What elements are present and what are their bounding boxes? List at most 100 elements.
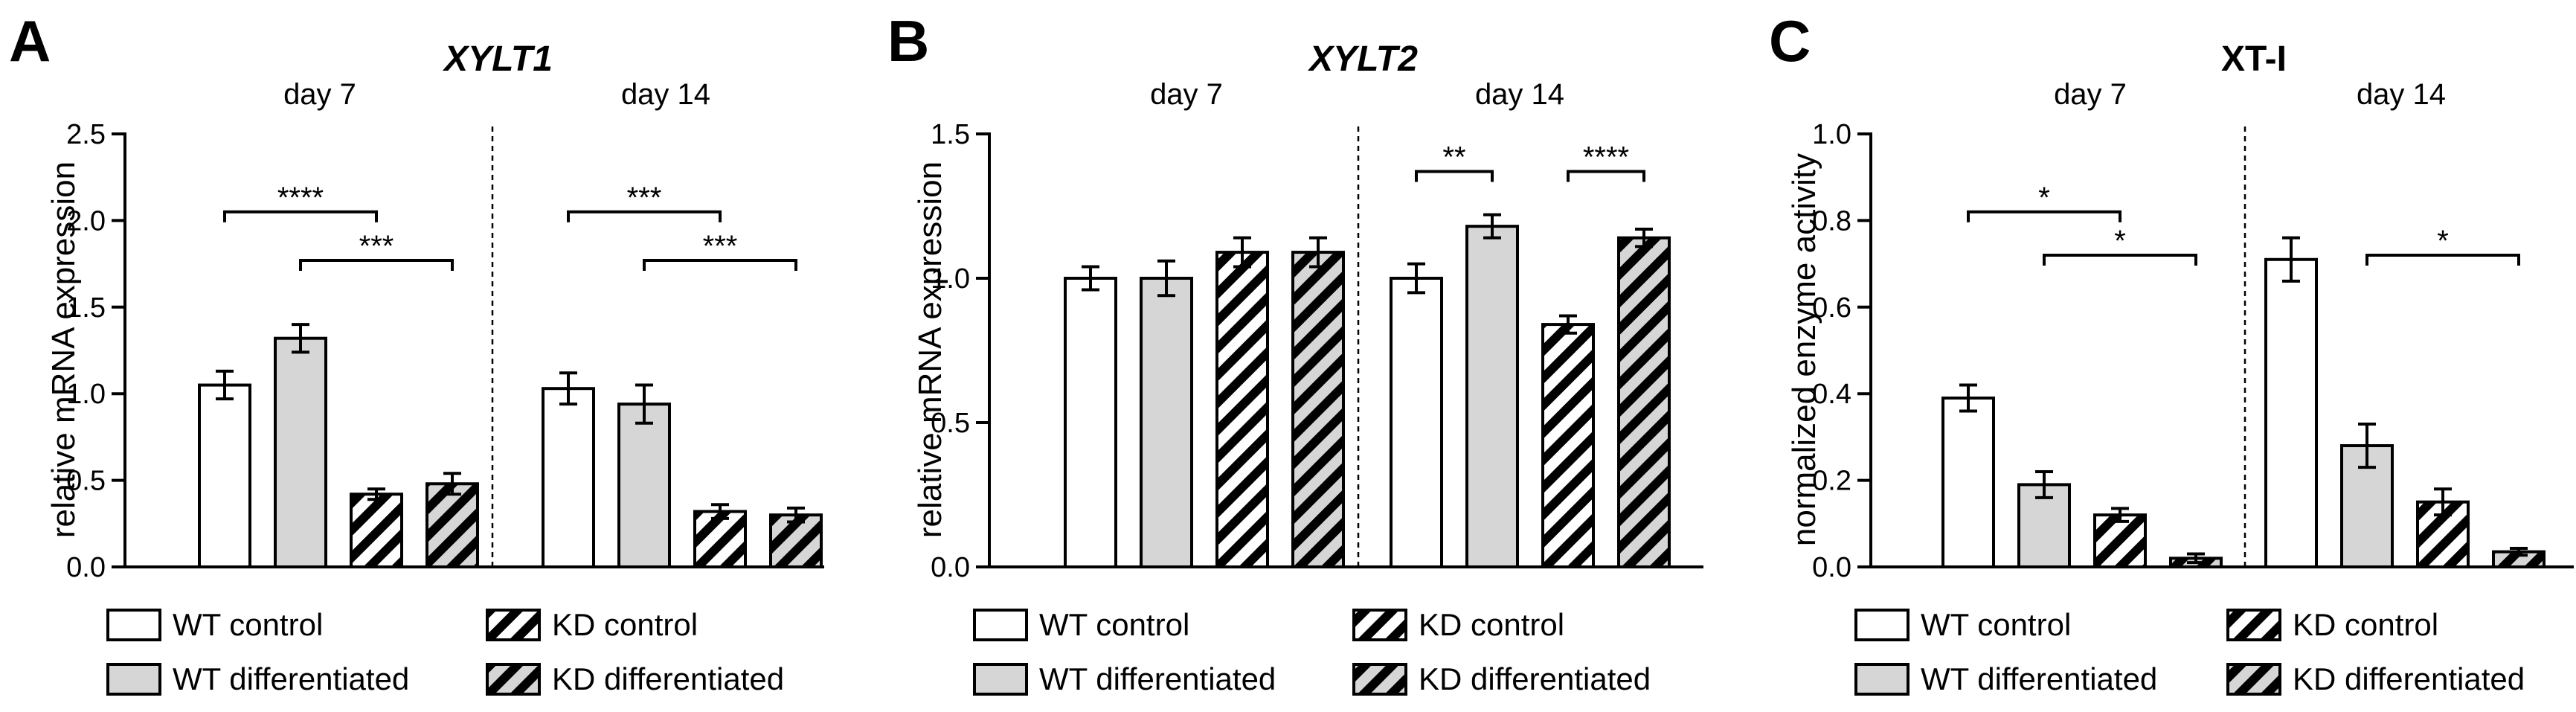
chart-title: XYLT1: [442, 39, 553, 79]
significance-label: ****: [1583, 141, 1629, 173]
significance-bracket: [2043, 253, 2197, 266]
legend-swatch-wt-control: [973, 609, 1028, 641]
group-label: day 14: [2357, 78, 2446, 111]
legend-swatch-kd-control: [2226, 609, 2281, 641]
bar-kd-differentiated: [769, 513, 823, 568]
legend-label: WT differentiated: [173, 661, 409, 696]
legend-label: KD differentiated: [552, 661, 784, 696]
legend-swatch-kd-differentiated: [2226, 663, 2281, 696]
y-tick-label: 0.2: [1812, 466, 1851, 497]
bar-wt-control: [1064, 277, 1117, 568]
legend-swatch-kd-differentiated: [1352, 663, 1407, 696]
y-tick-label: 2.5: [66, 119, 106, 150]
bar-wt-control: [1390, 277, 1443, 568]
bar-wt-control: [198, 383, 251, 568]
y-axis-label: relative mRNA expression: [45, 161, 82, 538]
group-label: day 14: [621, 78, 710, 111]
legend-label: WT differentiated: [1039, 661, 1276, 696]
legend-label: WT control: [1039, 607, 1189, 642]
legend-swatch-kd-differentiated: [486, 663, 541, 696]
legend-label: WT differentiated: [1921, 661, 2157, 696]
legend-c: WT control KD control WT differentiated …: [1854, 607, 2525, 696]
y-tick-label: 1.5: [931, 119, 970, 150]
bar-kd-control: [693, 510, 747, 569]
legend-label: KD differentiated: [2293, 661, 2525, 696]
y-tick-label: 0.0: [1812, 552, 1851, 583]
bar-kd-differentiated: [1291, 251, 1345, 568]
legend-label: WT control: [1921, 607, 2071, 642]
significance-bracket: [567, 210, 722, 222]
panel-a: A XYLT1 day 7 day 14 relative mRNA expre…: [9, 8, 824, 583]
chart-title: XYLT2: [1307, 39, 1418, 79]
y-tick-label: 2.0: [66, 205, 106, 237]
legend-a: WT control KD control WT differentiated …: [106, 607, 784, 696]
y-axis-label: normalized enzyme activity: [1786, 153, 1822, 546]
y-tick-label: 0.4: [1812, 379, 1851, 410]
bar-wt-control: [2264, 257, 2318, 568]
bar-wt-control: [542, 387, 595, 568]
legend-label: KD control: [552, 607, 698, 642]
legend-label: KD differentiated: [1419, 661, 1651, 696]
legend-swatch-kd-control: [486, 609, 541, 641]
significance-bracket: [2365, 253, 2520, 266]
significance-label: ****: [277, 182, 324, 214]
y-tick-label: 0.8: [1812, 205, 1851, 237]
bar-kd-differentiated: [1617, 236, 1671, 568]
bar-wt-differentiated: [274, 336, 327, 568]
significance-label: ***: [359, 230, 394, 263]
y-tick-label: 1.0: [66, 379, 106, 410]
legends: WT control KD control WT differentiated …: [106, 607, 2525, 696]
legend-swatch-kd-control: [1352, 609, 1407, 641]
legend-swatch-wt-control: [106, 609, 161, 641]
significance-bracket: [643, 258, 797, 271]
significance-bracket: [223, 210, 378, 222]
plot-area: 0.0 0.2 0.4 0.6 0.8 1.0 * * *: [1812, 119, 2574, 583]
plot-area: 0.00.51.01.5** ****: [931, 119, 1703, 583]
y-tick-label: 0.0: [931, 552, 970, 583]
bar-wt-differentiated: [1140, 277, 1193, 568]
legend-swatch-wt-differentiated: [1854, 663, 1909, 696]
y-tick-label: 0.5: [931, 408, 970, 439]
y-tick-label: 0.5: [66, 466, 106, 497]
group-label: day 7: [1150, 78, 1223, 111]
legend-b: WT control KD control WT differentiated …: [973, 607, 1651, 696]
y-tick-label: 0.0: [66, 552, 106, 583]
significance-bracket: [1567, 170, 1645, 182]
group-label: day 7: [2054, 78, 2127, 111]
significance-label: *: [2437, 225, 2449, 257]
bar-kd-control: [350, 493, 403, 568]
significance-bracket: [1415, 170, 1494, 182]
bar-wt-differentiated: [617, 402, 671, 569]
y-tick-label: 1.0: [931, 263, 970, 295]
panel-c: C XT-I day 7 day 14 normalized enzyme ac…: [1769, 8, 2574, 583]
group-label: day 7: [283, 78, 356, 111]
panel-letter: A: [9, 8, 51, 74]
bar-wt-differentiated: [1465, 225, 1519, 568]
y-tick-label: 1.5: [66, 292, 106, 324]
y-tick-label: 0.6: [1812, 292, 1851, 324]
legend-swatch-wt-control: [1854, 609, 1909, 641]
legend-swatch-wt-differentiated: [106, 663, 161, 696]
legend-label: KD control: [1419, 607, 1564, 642]
plot-area: 0.00.51.01.52.02.5*************: [66, 119, 824, 583]
legend-label: WT control: [173, 607, 323, 642]
chart-title: XT-I: [2221, 39, 2287, 79]
significance-label: ***: [703, 230, 738, 263]
significance-bracket: [299, 258, 454, 271]
bar-kd-differentiated: [425, 482, 479, 568]
group-label: day 14: [1475, 78, 1564, 111]
panel-b: B XYLT2 day 7 day 14 relative mRNA expre…: [887, 8, 1703, 583]
bar-kd-control: [1215, 251, 1269, 568]
bar-kd-control: [1541, 323, 1595, 568]
y-tick-label: 1.0: [1812, 119, 1851, 150]
significance-bracket: [1967, 210, 2121, 222]
bar-wt-control: [1941, 397, 1995, 569]
significance-label: ***: [627, 182, 662, 214]
panel-letter: C: [1769, 8, 1811, 74]
legend-label: KD control: [2293, 607, 2438, 642]
legend-swatch-wt-differentiated: [973, 663, 1028, 696]
panel-letter: B: [887, 8, 929, 74]
significance-label: **: [1442, 141, 1465, 173]
significance-label: *: [2114, 225, 2126, 257]
